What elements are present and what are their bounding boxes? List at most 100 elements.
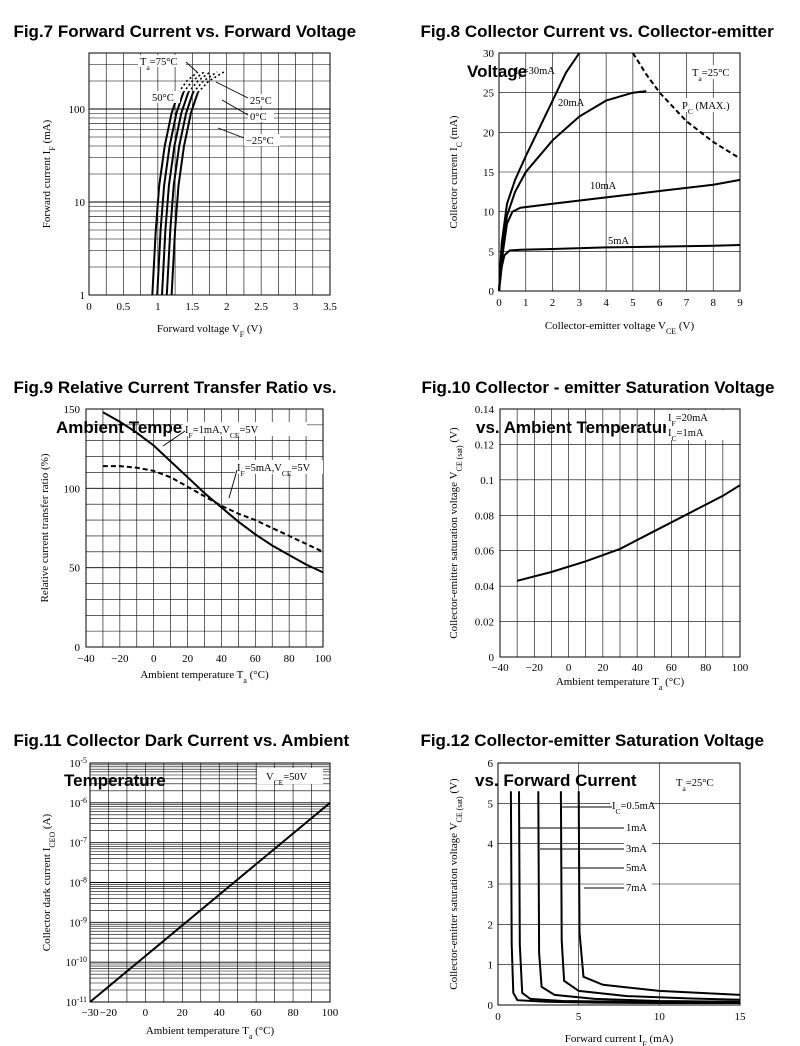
y-tick-label: 0: [489, 652, 495, 664]
y-tick-label: 15: [483, 167, 495, 179]
annotation-bg: [610, 798, 650, 812]
fig9-chart: −40 −20 0 20 40 60 80 100 0 50 100 150 Ambient tempe…: [39, 404, 332, 685]
x-axis-label: Collector-emitter voltage VCE (V): [545, 320, 695, 336]
x-tick-label: −20: [100, 1007, 118, 1019]
y-tick-label: 2: [488, 919, 494, 931]
annotation-bg: [235, 460, 323, 474]
fig11-title: Fig.11 Collector Dark Current vs. Ambien…: [4, 711, 349, 811]
x-tick-label: 2: [224, 301, 230, 313]
x-tick-label: 8: [710, 297, 716, 309]
fig12-title-line1: Fig.12 Collector-emitter Saturation Volt…: [420, 731, 764, 750]
x-tick-label: 80: [284, 653, 296, 665]
series-line: [509, 791, 740, 1004]
series-line: [151, 92, 180, 296]
y-tick-label: 1: [488, 960, 494, 972]
fig10-chart: −40 −20 0 20 40 60 80 100 0 0.02 0.04 0.06 0.08 0.1 0.…: [448, 404, 749, 692]
x-axis-label: Forward voltage VF (V): [157, 323, 263, 339]
fig12-title: Fig.12 Collector-emitter Saturation Volt…: [411, 711, 764, 811]
y-tick-label: 6: [488, 758, 494, 770]
series-extension: [182, 71, 205, 94]
series-line: [537, 791, 741, 1003]
x-tick-label: 3: [293, 301, 299, 313]
fig12-title-line2: vs. Forward Current: [475, 771, 637, 790]
plot-frame: [89, 762, 331, 1003]
x-tick-label: 0: [143, 1007, 149, 1019]
series-line: [102, 411, 324, 574]
y-tick-label: 0: [488, 1000, 494, 1012]
series-line: [156, 92, 185, 296]
x-tick-label: 100: [315, 653, 332, 665]
x-axis-label: Ambient temperature Ta (°C): [146, 1025, 275, 1041]
series-line: [161, 92, 190, 296]
fig12-chart: 0 5 10 15 0 1 2 3 4 5 6 Forward current IF (mA) Coll…: [448, 758, 746, 1046]
y-tick-label: 0.04: [475, 581, 495, 593]
y-tick-label: 0.1: [480, 475, 494, 487]
fig10-title: Fig.10 Collector - emitter Saturation Vo…: [412, 358, 774, 458]
annotation-label: 7mA: [626, 883, 647, 894]
fig10-title-line1: Fig.10 Collector - emitter Saturation Vo…: [421, 378, 775, 397]
y-tick-label: 5: [489, 246, 495, 258]
y-axis-label: Collector current IC (mA): [448, 115, 464, 228]
annotation-bg: [624, 841, 652, 855]
annotation-label: 25°C: [250, 96, 272, 107]
annotation-label: Ta=75°C: [140, 57, 177, 72]
annotation-label: 3mA: [626, 844, 647, 855]
plot-frame: [498, 52, 741, 292]
annotation-label: IF=5mA,VCE=5V: [237, 463, 311, 478]
y-axis-label: Collector-emitter saturation voltage VCE…: [448, 778, 464, 990]
x-tick-label: 20: [597, 662, 609, 674]
series-extension: [197, 71, 225, 94]
y-tick-label: 30: [483, 48, 495, 60]
plot-frame: [497, 762, 741, 1006]
x-tick-label: 9: [737, 297, 743, 309]
y-tick-label: 10-11: [66, 995, 87, 1010]
x-tick-label: 3: [577, 297, 583, 309]
y-tick-label: 50: [69, 563, 81, 575]
series-line: [577, 791, 741, 996]
annotation-bg: [248, 94, 278, 106]
y-tick-label: 0.14: [475, 404, 495, 416]
x-tick-label: 20: [177, 1007, 189, 1019]
fig7-chart: 0 0.5 1 1.5 2 2.5 3 3.5 1 10 100 Forward voltage VF…: [41, 52, 337, 339]
annotation-label: Ta=25°C: [676, 778, 713, 793]
x-tick-label: 80: [700, 662, 712, 674]
x-tick-label: 1: [155, 301, 161, 313]
x-tick-label: 0: [495, 1011, 501, 1023]
annotation-label: IF=1mA,VCE=5V: [185, 425, 259, 440]
x-tick-label: 100: [732, 662, 749, 674]
y-tick-label: 5: [488, 798, 494, 810]
x-tick-label: 20: [182, 653, 194, 665]
annotation-bg: [680, 98, 738, 112]
annotation-bg: [138, 55, 186, 67]
annotation-leader: [162, 430, 186, 447]
annotation-bg: [668, 774, 722, 790]
x-tick-label: 1.5: [185, 301, 199, 313]
series-line: [102, 465, 324, 553]
series-line: [498, 90, 647, 292]
annotation-label: 50°C: [152, 93, 174, 104]
fig9-title: Fig.9 Relative Current Transfer Ratio vs…: [4, 358, 336, 458]
annotation-bg: [666, 410, 726, 440]
x-tick-label: −20: [526, 662, 544, 674]
y-tick-label: 0: [75, 642, 81, 654]
annotation-bg: [257, 768, 323, 784]
annotation-label: 1mA: [626, 823, 647, 834]
x-tick-label: −40: [491, 662, 509, 674]
y-tick-label: 3: [488, 879, 494, 891]
series-line: [498, 244, 741, 292]
x-tick-label: 6: [657, 297, 663, 309]
annotation-leader: [217, 127, 245, 139]
annotation-leader: [185, 61, 198, 73]
annotation-label: IC=0.5mA: [612, 801, 656, 816]
series-line: [498, 52, 581, 292]
annotation-label: PC (MAX.): [682, 101, 730, 116]
x-tick-label: 60: [251, 1007, 263, 1019]
y-tick-label: 25: [483, 88, 495, 100]
x-tick-label: 40: [214, 1007, 226, 1019]
annotation-label: Ta=25°C: [692, 68, 729, 83]
series-line: [559, 791, 741, 1001]
y-tick-label: 150: [64, 404, 81, 416]
annotation-bg: [248, 110, 274, 122]
x-tick-label: 40: [216, 653, 228, 665]
x-tick-label: 0: [86, 301, 92, 313]
